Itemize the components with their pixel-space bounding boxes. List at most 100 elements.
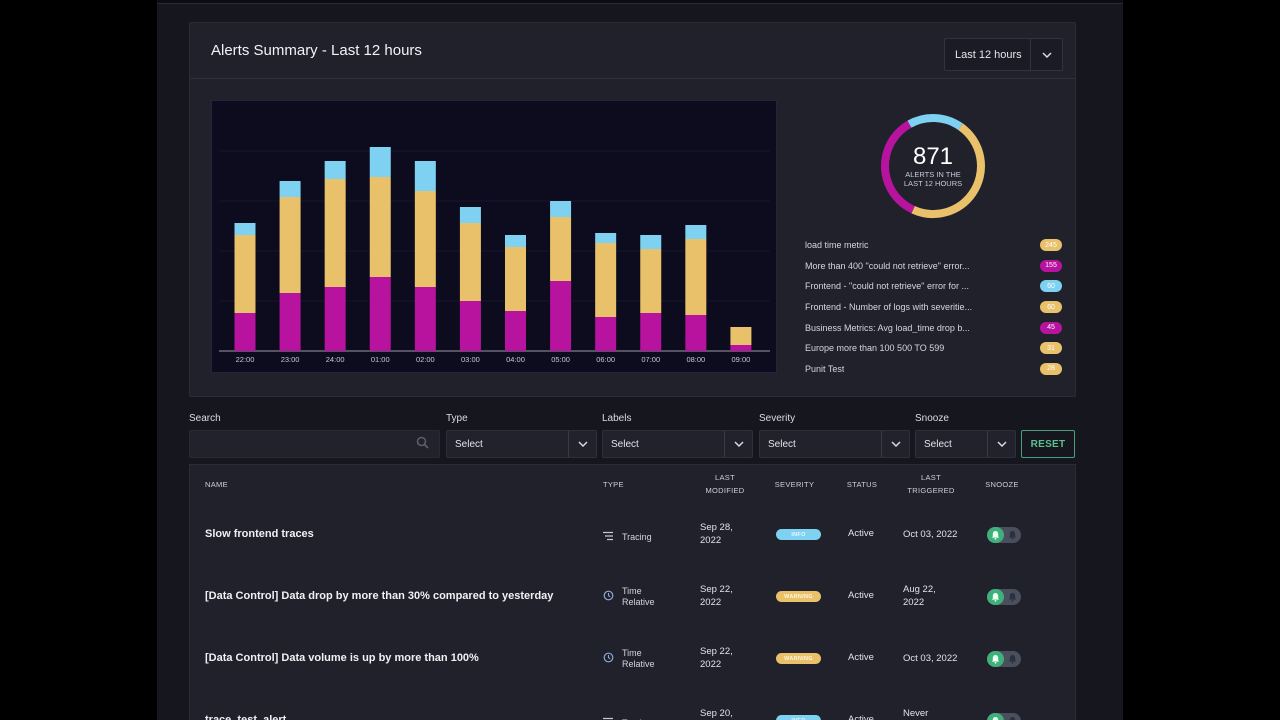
severity-select[interactable]: Select	[759, 430, 910, 458]
bell-snooze-icon[interactable]	[1004, 527, 1021, 543]
bar-chart-svg: 22:00 23:00 24:00 01:00 02:00 03:00 04:00 05:00…	[219, 147, 770, 364]
bell-icon[interactable]	[987, 713, 1004, 720]
legend-item[interactable]: Business Metrics: Avg load_time drop b..…	[805, 317, 1062, 338]
alert-last-modified-line1: Sep 20,	[700, 708, 733, 719]
bar-yellow-09:00[interactable]	[730, 327, 752, 345]
labels-select[interactable]: Select	[602, 430, 753, 458]
bar-blue-24:00[interactable]	[324, 161, 346, 179]
bar-yellow-22:00[interactable]	[234, 235, 256, 313]
legend-item[interactable]: More than 400 "could not retrieve" error…	[805, 256, 1062, 277]
alert-type-line2: Relative	[622, 659, 655, 669]
bar-purple-08:00[interactable]	[685, 315, 707, 351]
bar-blue-07:00[interactable]	[640, 235, 662, 249]
bell-icon[interactable]	[987, 651, 1004, 667]
header-severity[interactable]: SEVERITY	[774, 480, 815, 489]
bell-snooze-icon[interactable]	[1004, 713, 1021, 720]
chevron-down-icon[interactable]	[987, 431, 1015, 457]
bar-purple-04:00[interactable]	[505, 311, 526, 351]
bar-blue-03:00[interactable]	[459, 207, 481, 223]
alert-type-line1: Tracing	[622, 718, 652, 720]
snooze-toggle[interactable]	[987, 713, 1021, 720]
alert-name[interactable]: [Data Control] Data drop by more than 30…	[205, 590, 554, 602]
bar-yellow-24:00[interactable]	[324, 179, 346, 287]
x-tick-label: 06:00	[596, 355, 615, 364]
bar-purple-22:00[interactable]	[234, 313, 256, 351]
legend-item[interactable]: Europe more than 100 500 TO 599 31	[805, 338, 1062, 359]
bar-blue-05:00[interactable]	[550, 201, 572, 217]
alert-name[interactable]: trace_test_alert	[205, 714, 287, 720]
search-icon[interactable]	[416, 436, 429, 454]
header-last-modified[interactable]: LAST MODIFIED	[700, 471, 750, 497]
legend-count-badge: 28	[1040, 362, 1062, 375]
bar-blue-23:00[interactable]	[279, 181, 301, 197]
legend-item[interactable]: load time metric 245	[805, 235, 1062, 256]
legend-item[interactable]: Punit Test 28	[805, 359, 1062, 380]
chevron-down-icon[interactable]	[1030, 39, 1062, 70]
bar-purple-09:00[interactable]	[730, 345, 752, 351]
bar-purple-06:00[interactable]	[595, 317, 617, 351]
snooze-toggle[interactable]	[987, 651, 1021, 667]
bar-purple-05:00[interactable]	[550, 281, 572, 351]
x-tick-label: 22:00	[236, 355, 255, 364]
legend-item[interactable]: Frontend - Number of logs with severitie…	[805, 297, 1062, 318]
bell-snooze-icon[interactable]	[1004, 589, 1021, 605]
bell-snooze-icon[interactable]	[1004, 651, 1021, 667]
alert-name[interactable]: Slow frontend traces	[205, 528, 314, 540]
header-type[interactable]: TYPE	[603, 480, 624, 489]
table-row[interactable]: trace_test_alert Tracing Sep 20,2022 INFO Ac…	[190, 689, 1077, 720]
severity-badge: WARNING	[776, 653, 821, 664]
bar-yellow-06:00[interactable]	[595, 243, 617, 317]
bar-yellow-05:00[interactable]	[550, 217, 572, 281]
table-row[interactable]: [Data Control] Data drop by more than 30…	[190, 565, 1077, 627]
type-select[interactable]: Select	[446, 430, 597, 458]
header-last-triggered[interactable]: LAST TRIGGERED	[901, 471, 961, 497]
bell-icon[interactable]	[987, 527, 1004, 543]
header-name[interactable]: NAME	[205, 480, 228, 489]
bar-purple-03:00[interactable]	[459, 301, 481, 351]
bell-icon[interactable]	[987, 589, 1004, 605]
bar-yellow-07:00[interactable]	[640, 249, 662, 313]
alert-last-modified-line1: Sep 22,	[700, 584, 733, 595]
bar-purple-07:00[interactable]	[640, 313, 662, 351]
chevron-down-icon[interactable]	[881, 431, 909, 457]
snooze-toggle[interactable]	[987, 527, 1021, 543]
legend-item[interactable]: Frontend - "could not retrieve" error fo…	[805, 276, 1062, 297]
x-tick-label: 09:00	[732, 355, 751, 364]
bar-blue-06:00[interactable]	[595, 233, 617, 243]
bar-yellow-03:00[interactable]	[459, 223, 481, 301]
bar-purple-02:00[interactable]	[414, 287, 436, 351]
alerts-summary-card: Alerts Summary - Last 12 hours Last 12 h…	[189, 22, 1076, 397]
alert-last-modified-line2: 2022	[700, 597, 722, 608]
table-row[interactable]: Slow frontend traces Tracing Sep 28, 2022 IN…	[190, 503, 1077, 565]
chevron-down-icon[interactable]	[724, 431, 752, 457]
reset-button[interactable]: RESET	[1021, 430, 1075, 458]
snooze-select[interactable]: Select	[915, 430, 1016, 458]
severity-badge: INFO	[776, 529, 821, 540]
table-row[interactable]: [Data Control] Data volume is up by more…	[190, 627, 1077, 689]
snooze-toggle[interactable]	[987, 589, 1021, 605]
bar-blue-02:00[interactable]	[414, 161, 436, 191]
bar-yellow-04:00[interactable]	[505, 247, 526, 311]
bar-purple-23:00[interactable]	[279, 293, 301, 351]
alert-type-line1: Tracing	[622, 531, 652, 542]
chevron-down-icon[interactable]	[568, 431, 596, 457]
bar-yellow-08:00[interactable]	[685, 239, 707, 315]
bar-blue-04:00[interactable]	[505, 235, 526, 247]
bar-blue-01:00[interactable]	[369, 147, 391, 177]
legend-count-badge: 31	[1040, 342, 1062, 355]
bar-yellow-23:00[interactable]	[279, 197, 301, 293]
search-input[interactable]	[189, 430, 440, 458]
header-status[interactable]: STATUS	[846, 480, 878, 489]
type-select-value: Select	[455, 438, 483, 450]
bar-blue-22:00[interactable]	[234, 223, 256, 235]
bar-blue-08:00[interactable]	[685, 225, 707, 239]
bar-purple-24:00[interactable]	[324, 287, 346, 351]
header-snooze[interactable]: SNOOZE	[985, 480, 1019, 489]
bar-yellow-02:00[interactable]	[414, 191, 436, 287]
time-range-select[interactable]: Last 12 hours	[944, 38, 1063, 71]
bar-yellow-01:00[interactable]	[369, 177, 391, 277]
donut-segment-1[interactable]	[878, 111, 988, 221]
bar-purple-01:00[interactable]	[369, 277, 391, 351]
donut-segment-0[interactable]	[878, 111, 988, 221]
alert-name[interactable]: [Data Control] Data volume is up by more…	[205, 652, 479, 664]
